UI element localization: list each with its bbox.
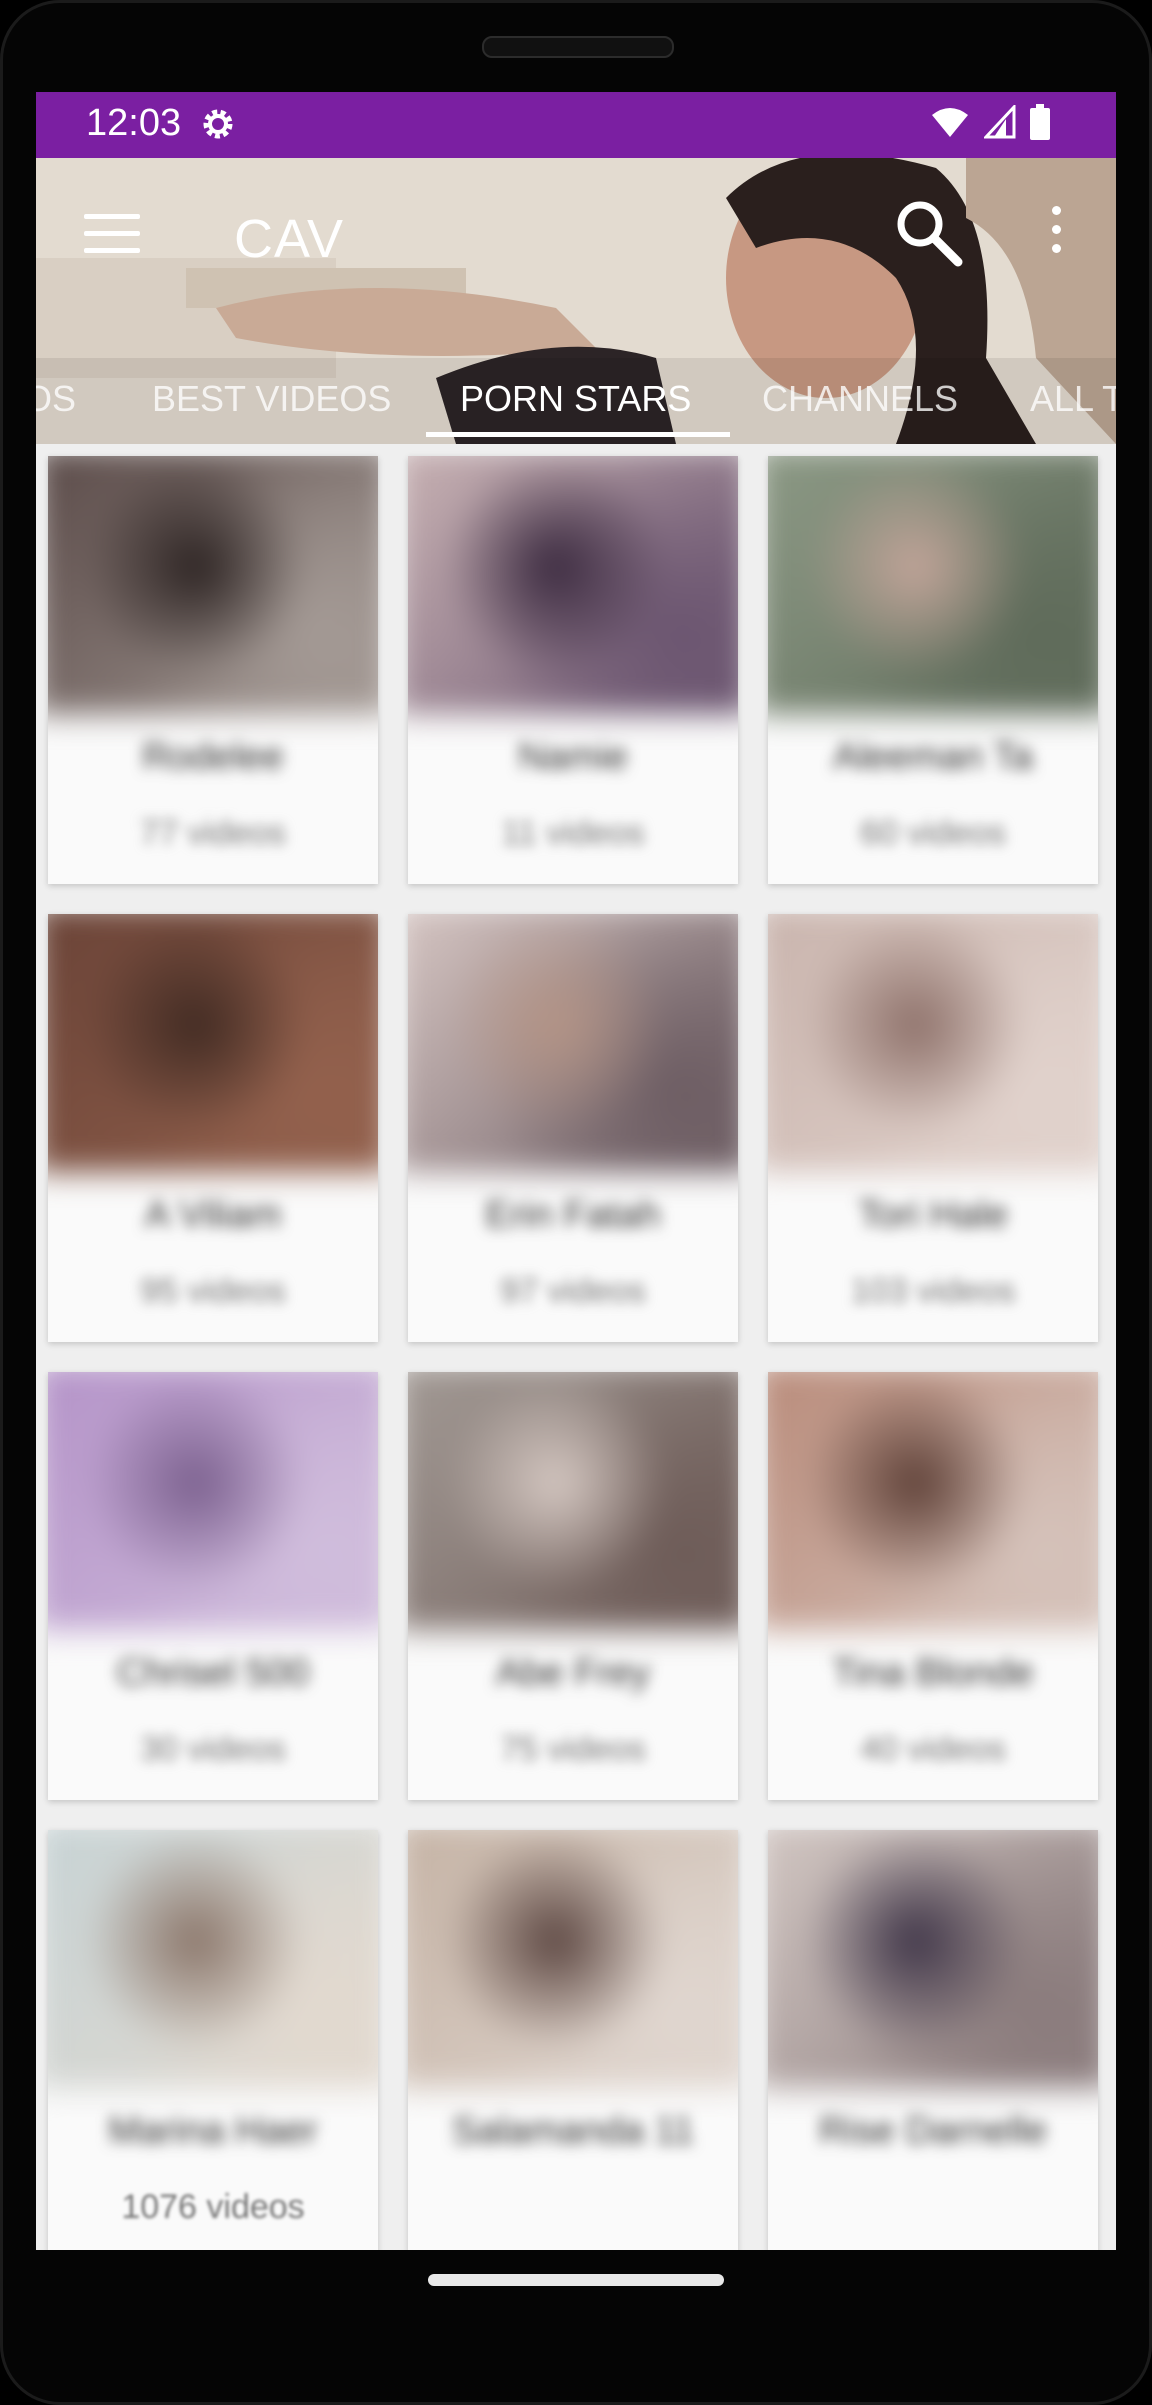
gear-icon [203,109,233,139]
star-thumbnail [768,456,1098,714]
video-count: 60 videos [860,814,1006,852]
status-icons [930,104,1050,140]
star-card[interactable]: Chrisel 500 30 videos [48,1372,378,1800]
hamburger-menu-icon[interactable] [84,214,140,254]
video-count: 11 videos [501,814,645,852]
video-count: 77 videos [140,814,286,852]
star-name: Marina Haer [108,2110,318,2152]
star-thumbnail [48,1830,378,2088]
video-count: 40 videos [860,1730,1006,1768]
active-tab-indicator [426,432,730,437]
star-name: A Viliam [144,1194,282,1236]
header-banner-image [36,158,1116,444]
status-bar: 12:03 [36,92,1116,158]
navigation-bar [0,2250,1152,2405]
video-count: 95 videos [140,1272,286,1310]
tab-best-videos[interactable]: BEST VIDEOS [152,378,392,419]
star-card[interactable]: Rise Darnelle [768,1830,1098,2250]
app-bar: CAV OS BEST VIDEOS PORN STARS CHANNELS A… [36,158,1116,444]
star-thumbnail [408,1830,738,2088]
speaker-grille [482,36,674,58]
star-name: Rodelee [142,736,284,778]
star-thumbnail [768,914,1098,1172]
video-count: 97 videos [500,1272,646,1310]
tab-porn-stars[interactable]: PORN STARS [460,378,692,419]
home-gesture-handle[interactable] [428,2274,724,2286]
star-name: Erin Fatah [485,1194,661,1236]
battery-icon [1030,104,1050,140]
star-thumbnail [408,914,738,1172]
cellular-signal-icon [984,105,1016,139]
screen: 12:03 [36,92,1116,2250]
star-thumbnail [48,914,378,1172]
star-name: Rise Darnelle [818,2110,1048,2152]
star-name: Tina Blonde [832,1652,1034,1694]
star-card[interactable]: Salamanda 11 [408,1830,738,2250]
star-card[interactable]: Aleeman Ta 60 videos [768,456,1098,884]
app-title: CAV [234,209,345,269]
star-card[interactable]: Marina Haer 1076 videos [48,1830,378,2250]
star-name: Abe Frey [495,1652,651,1694]
star-name: Aleeman Ta [833,736,1033,778]
star-card[interactable]: Abe Frey 75 videos [408,1372,738,1800]
star-card[interactable]: Tori Hale 103 videos [768,914,1098,1342]
video-count: 1076 videos [121,2188,305,2226]
video-count: 30 videos [140,1730,286,1768]
video-count: 103 videos [850,1272,1016,1310]
star-card[interactable]: Erin Fatah 97 videos [408,914,738,1342]
star-card[interactable]: Tina Blonde 40 videos [768,1372,1098,1800]
star-thumbnail [768,1830,1098,2088]
star-card[interactable]: Rodelee 77 videos [48,456,378,884]
star-name: Salamanda 11 [451,2110,695,2152]
star-name: Tori Hale [858,1194,1008,1236]
video-count: 75 videos [500,1730,646,1768]
star-name: Chrisel 500 [116,1652,310,1694]
star-thumbnail [408,1372,738,1630]
star-thumbnail [48,1372,378,1630]
star-thumbnail [768,1372,1098,1630]
tab-all[interactable]: ALL T [1030,378,1116,419]
overflow-menu-icon[interactable] [1046,206,1066,258]
star-thumbnail [408,456,738,714]
star-card[interactable]: Namie 11 videos [408,456,738,884]
star-card[interactable]: A Viliam 95 videos [48,914,378,1342]
tab-bar: OS BEST VIDEOS PORN STARS CHANNELS ALL T [36,364,1116,444]
wifi-icon [932,108,968,137]
star-thumbnail [48,456,378,714]
search-icon[interactable] [894,198,964,268]
status-time: 12:03 [86,102,182,144]
tab-partial-videos[interactable]: OS [36,378,77,419]
tab-channels[interactable]: CHANNELS [762,378,959,419]
star-name: Namie [518,736,628,778]
